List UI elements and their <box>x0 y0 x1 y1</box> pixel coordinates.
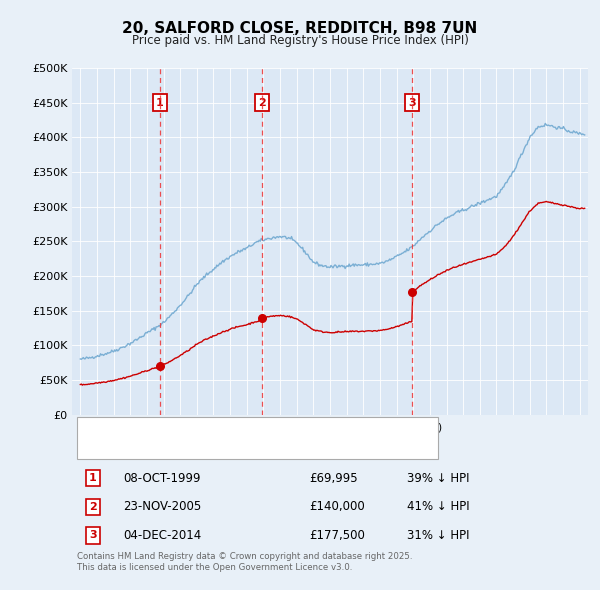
FancyBboxPatch shape <box>77 417 439 458</box>
Text: 04-DEC-2014: 04-DEC-2014 <box>124 529 202 542</box>
Text: Contains HM Land Registry data © Crown copyright and database right 2025.
This d: Contains HM Land Registry data © Crown c… <box>77 552 413 572</box>
Text: 1: 1 <box>89 473 97 483</box>
Text: 2: 2 <box>89 502 97 512</box>
Text: 1: 1 <box>156 97 164 107</box>
Text: 23-NOV-2005: 23-NOV-2005 <box>124 500 202 513</box>
Text: £69,995: £69,995 <box>310 471 358 484</box>
Text: 2: 2 <box>258 97 266 107</box>
Text: 41% ↓ HPI: 41% ↓ HPI <box>407 500 470 513</box>
Text: 31% ↓ HPI: 31% ↓ HPI <box>407 529 470 542</box>
Text: 20, SALFORD CLOSE, REDDITCH, B98 7UN: 20, SALFORD CLOSE, REDDITCH, B98 7UN <box>122 21 478 35</box>
Text: 3: 3 <box>89 530 97 540</box>
Text: £177,500: £177,500 <box>310 529 365 542</box>
Text: HPI: Average price, detached house, Redditch: HPI: Average price, detached house, Redd… <box>129 443 367 453</box>
Text: 3: 3 <box>408 97 416 107</box>
Text: 20, SALFORD CLOSE, REDDITCH, B98 7UN (detached house): 20, SALFORD CLOSE, REDDITCH, B98 7UN (de… <box>129 423 442 432</box>
Text: £140,000: £140,000 <box>310 500 365 513</box>
Text: 08-OCT-1999: 08-OCT-1999 <box>124 471 201 484</box>
Text: 39% ↓ HPI: 39% ↓ HPI <box>407 471 470 484</box>
Text: Price paid vs. HM Land Registry's House Price Index (HPI): Price paid vs. HM Land Registry's House … <box>131 34 469 47</box>
